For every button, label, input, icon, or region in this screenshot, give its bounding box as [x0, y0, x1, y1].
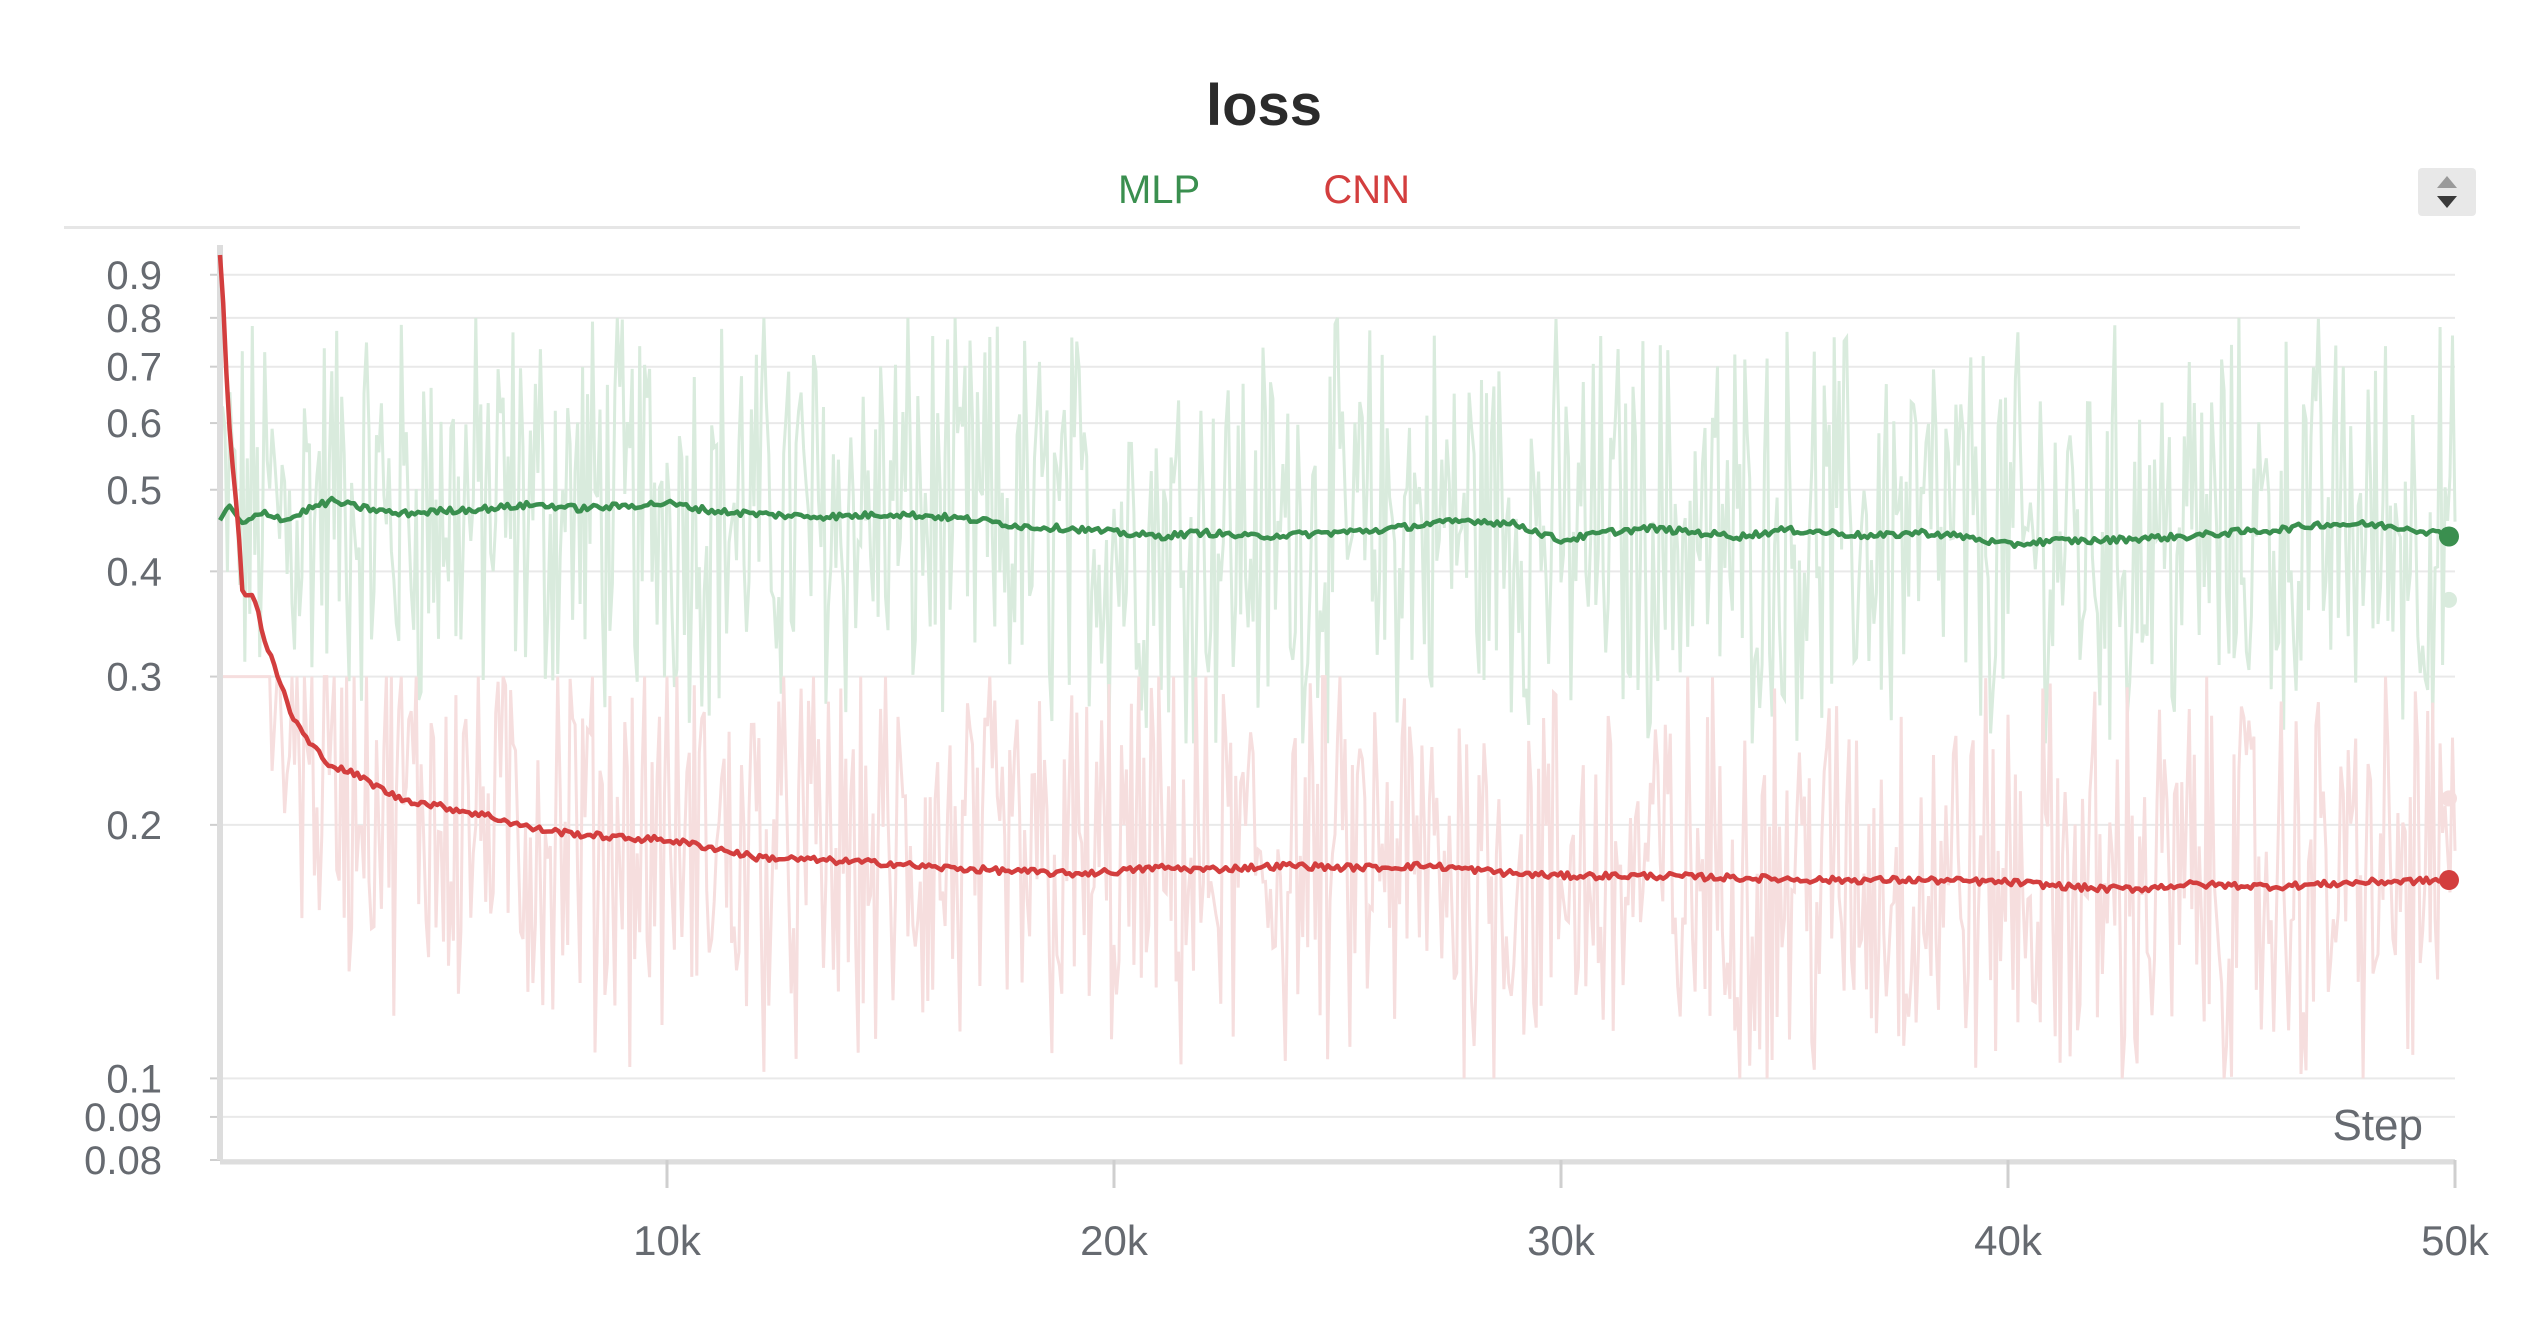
series-line-cnn[interactable] [217, 254, 2456, 894]
tick-labels: 0.90.8 0.7 0.6 0.5 0.4 0.3 0.2 0.10.090.08 10k 20… [84, 254, 2490, 1264]
axes [210, 245, 2457, 1188]
raw-endpoint-mlp [2441, 591, 2457, 608]
series-endpoint-mlp[interactable] [2439, 526, 2459, 547]
y-tick-label-5: 0.4 [106, 550, 162, 594]
series-line-mlp[interactable] [218, 495, 2457, 549]
y-tick-label-4: 0.5 [106, 469, 162, 513]
raw-endpoint-cnn [2441, 790, 2457, 807]
x-tick-label-3: 40k [1974, 1217, 2043, 1264]
smoothed-series-layer [217, 254, 2459, 894]
y-tick-label-8: 0.1 [106, 1057, 162, 1101]
series-endpoint-cnn[interactable] [2439, 870, 2459, 891]
y-tick-label-10: 0.08 [84, 1139, 162, 1183]
y-tick-label-7: 0.2 [106, 804, 162, 848]
x-tick-label-2: 30k [1527, 1217, 1596, 1264]
chart-title: loss [1205, 73, 1323, 138]
legend: MLP CNN [0, 168, 2528, 213]
raw-line-cnn [220, 675, 2457, 1079]
scroll-arrows-icon [2437, 176, 2457, 208]
y-tick-label-9: 0.09 [84, 1096, 162, 1140]
raw-line-mlp [218, 317, 2457, 744]
legend-entry-cnn[interactable]: CNN [1323, 168, 1411, 212]
x-tick-label-1: 20k [1080, 1217, 1149, 1264]
x-axis-title: Step [2332, 1101, 2423, 1150]
y-tick-label-6: 0.3 [106, 656, 162, 700]
legend-entry-mlp[interactable]: MLP [1117, 168, 1201, 212]
raw-series-layer [218, 317, 2457, 1079]
y-tick-label-0: 0.9 [106, 254, 162, 298]
legend-scroll-control[interactable] [2418, 168, 2476, 216]
x-tick-label-4: 50k [2421, 1217, 2490, 1264]
x-tick-label-0: 10k [633, 1217, 702, 1264]
y-tick-label-1: 0.8 [106, 297, 162, 341]
legend-divider [64, 226, 2300, 229]
y-tick-label-2: 0.7 [106, 346, 162, 390]
y-tick-label-3: 0.6 [106, 402, 162, 446]
